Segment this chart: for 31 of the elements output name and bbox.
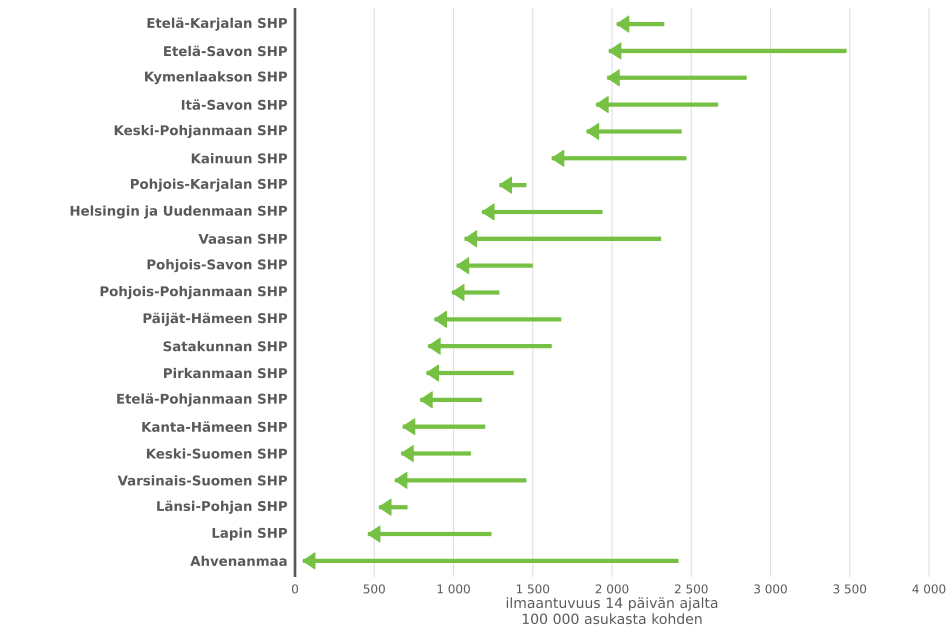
- y-tick-label: Ahvenanmaa: [190, 556, 287, 566]
- y-tick-label: Vaasan SHP: [198, 234, 288, 244]
- y-tick-label: Etelä-Karjalan SHP: [148, 17, 288, 31]
- y-tick-label: Keski-Pohjanmaan SHP: [114, 124, 288, 138]
- x-axis-title: ilmaantuvuus 14 päivän ajalta 100 000 asukasta kohden: [506, 597, 718, 624]
- x-tick-label: 3 000: [754, 584, 787, 594]
- x-tick-label: 0: [292, 584, 298, 594]
- x-tick-label: 3 500: [833, 584, 866, 594]
- y-tick-label: Helsingin ja Uudenmaan SHP: [70, 205, 288, 218]
- y-tick-label: Itä-Savon SHP: [182, 99, 288, 110]
- y-tick-label: Kanta-Hämeen SHP: [142, 421, 288, 432]
- y-tick-label: Varsinais-Suomen SHP: [118, 475, 288, 486]
- x-tick-label: 500: [364, 584, 385, 594]
- y-tick-label: Pohjois-Savon SHP: [148, 259, 288, 272]
- y-tick-label: Etelä-Savon SHP: [164, 46, 288, 56]
- x-tick-label: 1 000: [438, 584, 470, 594]
- y-tick-label: Kainuun SHP: [192, 153, 288, 164]
- y-tick-label: Keski-Suomen SHP: [146, 448, 288, 459]
- y-tick-label: Pohjois-Karjalan SHP: [130, 178, 288, 192]
- y-tick-label: Lapin SHP: [212, 528, 288, 541]
- y-tick-label: Pohjois-Pohjanmaan SHP: [100, 286, 288, 300]
- x-tick-label: 2 000: [596, 584, 628, 594]
- y-tick-label: Länsi-Pohjan SHP: [157, 500, 288, 514]
- y-tick-label: Satakunnan SHP: [164, 341, 288, 352]
- x-tick-label: 4 000: [912, 584, 946, 594]
- y-tick-label: Etelä-Pohjanmaan SHP: [117, 393, 288, 406]
- x-tick-label: 2 500: [674, 584, 708, 594]
- y-tick-label: Kymenlaakson SHP: [145, 71, 288, 84]
- x-tick-label: 1 500: [516, 584, 550, 594]
- y-tick-label: Päijät-Hämeen SHP: [144, 312, 288, 326]
- y-tick-label: Pirkanmaan SHP: [164, 368, 288, 378]
